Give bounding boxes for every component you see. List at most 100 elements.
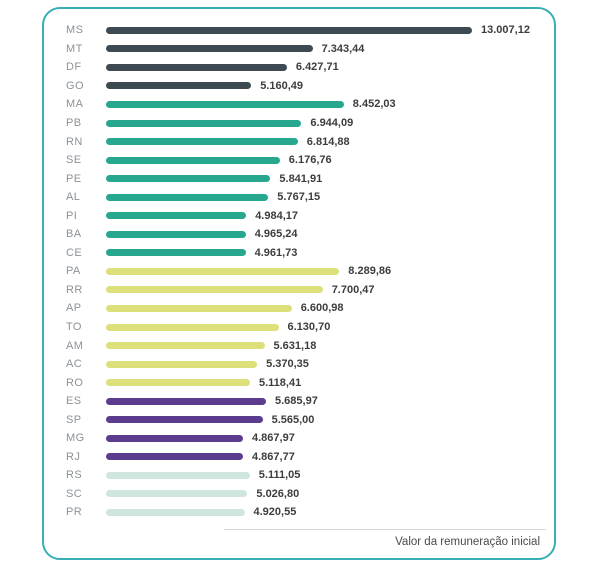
value-label: 6.814,88 <box>306 135 350 148</box>
category-label: MS <box>66 24 84 37</box>
bar-row: RS 5.111,05 <box>66 466 546 485</box>
value-label: 4.867,97 <box>252 432 295 445</box>
bar <box>106 119 302 127</box>
value-label: 6.176,76 <box>288 154 332 167</box>
bar-row: PE 5.841,91 <box>66 169 546 188</box>
bar <box>106 156 280 164</box>
category-label: SC <box>66 487 83 500</box>
value-label: 6.427,71 <box>295 61 339 74</box>
bar <box>106 193 269 201</box>
bar <box>106 434 243 442</box>
bar-row: SE 6.176,76 <box>66 151 546 170</box>
value-label: 5.026,80 <box>256 487 300 500</box>
value-label: 5.118,41 <box>259 376 302 389</box>
bar-row: ES 5.685,97 <box>66 392 546 411</box>
bar <box>106 471 250 479</box>
bar-row: PR 4.920,55 <box>66 503 546 522</box>
bar-row: PI 4.984,17 <box>66 206 546 225</box>
value-label: 13.007,12 <box>481 24 530 37</box>
bar-row: AP 6.600,98 <box>66 299 546 318</box>
bar-row: MG 4.867,97 <box>66 429 546 448</box>
value-label: 5.841,91 <box>279 172 323 185</box>
bar <box>106 249 246 257</box>
category-label: RS <box>66 469 83 482</box>
value-label: 4.961,73 <box>254 246 298 259</box>
bar-row: CE 4.961,73 <box>66 244 546 263</box>
bar-rows: MS 13.007,12 MT 7.343,44 DF 6.427,71 GO 5.160,4… <box>66 21 546 522</box>
bar-row: MT 7.343,44 <box>66 40 546 59</box>
category-label: AL <box>66 191 81 204</box>
category-label: RN <box>66 135 83 148</box>
bar <box>106 379 250 387</box>
bar-row: MS 13.007,12 <box>66 21 546 40</box>
category-label: MT <box>66 42 83 55</box>
category-label: BA <box>66 228 82 241</box>
bar <box>106 212 247 220</box>
value-label: 5.685,97 <box>275 395 318 408</box>
bar <box>106 397 266 405</box>
value-label: 4.965,24 <box>254 228 298 241</box>
bar <box>106 26 472 34</box>
category-label: RR <box>66 283 83 296</box>
bar-row: DF 6.427,71 <box>66 58 546 77</box>
category-label: MA <box>66 98 84 111</box>
category-label: ES <box>66 395 82 408</box>
category-label: TO <box>66 321 82 334</box>
category-label: PE <box>66 172 82 185</box>
value-label: 5.160,49 <box>260 79 304 92</box>
bar-row: SC 5.026,80 <box>66 485 546 504</box>
value-label: 6.944,09 <box>310 117 354 129</box>
bar-row: TO 6.130,70 <box>66 318 546 337</box>
value-label: 6.130,70 <box>287 321 331 334</box>
bar <box>106 453 243 461</box>
bar-row: AC 5.370,35 <box>66 355 546 374</box>
bar <box>106 360 258 368</box>
category-label: AM <box>66 339 84 352</box>
bar-row: SP 5.565,00 <box>66 410 546 429</box>
category-label: RJ <box>66 450 81 463</box>
bar <box>106 45 313 53</box>
category-label: DF <box>66 61 82 74</box>
category-label: MG <box>66 432 85 445</box>
value-label: 7.343,44 <box>321 42 365 55</box>
bar <box>106 286 323 294</box>
bar-row: AM 5.631,18 <box>66 336 546 355</box>
value-label: 4.920,55 <box>253 506 297 519</box>
bar-row: RR 7.700,47 <box>66 281 546 300</box>
bar <box>106 342 265 350</box>
value-label: 4.984,17 <box>255 209 299 222</box>
category-label: PI <box>66 209 78 222</box>
bar-row: RJ 4.867,77 <box>66 448 546 467</box>
category-label: SE <box>66 154 82 167</box>
category-label: PB <box>66 117 82 129</box>
bar <box>106 100 344 108</box>
bar-row: GO 5.160,49 <box>66 77 546 96</box>
category-label: RO <box>66 376 84 389</box>
bar-row: RN 6.814,88 <box>66 132 546 151</box>
bar <box>106 267 340 275</box>
bar <box>106 304 292 312</box>
bar <box>106 63 287 71</box>
category-label: AC <box>66 358 83 371</box>
bar-row: BA 4.965,24 <box>66 225 546 244</box>
category-label: GO <box>66 79 84 92</box>
value-label: 8.452,03 <box>352 98 396 111</box>
chart-frame: MS 13.007,12 MT 7.343,44 DF 6.427,71 GO 5.160,4… <box>42 7 556 560</box>
bar-row: AL 5.767,15 <box>66 188 546 207</box>
value-label: 5.370,35 <box>266 358 309 371</box>
bar-row: PA 8.289,86 <box>66 262 546 281</box>
bar <box>106 138 298 146</box>
bar <box>106 230 246 238</box>
category-label: PR <box>66 506 83 519</box>
category-label: AP <box>66 302 82 315</box>
category-label: SP <box>66 413 82 426</box>
value-label: 5.767,15 <box>277 191 321 204</box>
value-label: 5.565,00 <box>271 413 315 426</box>
value-label: 5.111,05 <box>258 469 301 482</box>
bar <box>106 175 271 183</box>
bar <box>106 323 279 331</box>
bar-row: MA 8.452,03 <box>66 95 546 114</box>
value-label: 5.631,18 <box>273 339 317 352</box>
bar-row: RO 5.118,41 <box>66 373 546 392</box>
